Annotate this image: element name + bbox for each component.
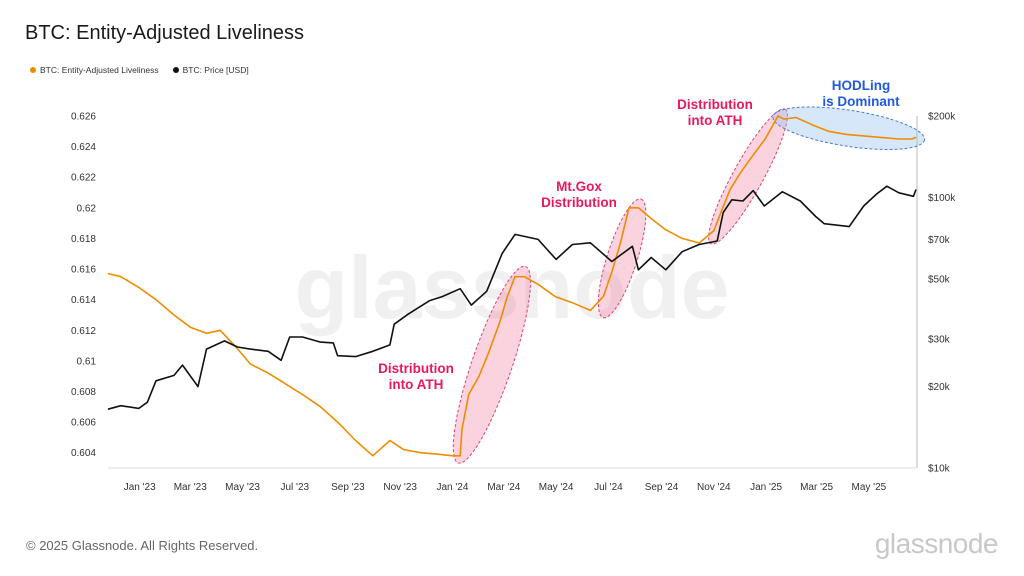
y-left-tick-label: 0.61 <box>77 356 97 367</box>
chart-title: BTC: Entity-Adjusted Liveliness <box>25 22 305 44</box>
series-line-liveliness <box>107 115 917 457</box>
y-left-tick-label: 0.608 <box>71 387 96 398</box>
y-right-tick-label: $70k <box>928 235 951 246</box>
legend-item-liveliness[interactable]: BTC: Entity-Adjusted Liveliness <box>30 65 159 75</box>
y-left-tick-label: 0.616 <box>71 265 96 276</box>
annotation-label: Distribution into ATH <box>378 361 454 392</box>
legend-dot-price <box>172 67 179 73</box>
legend-item-price[interactable]: BTC: Price [USD] <box>172 65 249 75</box>
y-left-tick-label: 0.612 <box>71 326 96 337</box>
y-left-tick-label: 0.622 <box>71 173 96 184</box>
annotation-label: HODLing is Dominant <box>822 78 900 109</box>
annotation-line: into ATH <box>688 113 743 128</box>
y-left-tick-label: 0.618 <box>71 234 96 245</box>
x-tick-label: Jan '24 <box>436 482 468 493</box>
x-tick-label: Jan '25 <box>750 482 782 493</box>
y-right-tick-label: $100k <box>928 193 956 204</box>
highlight-hodling <box>772 106 926 150</box>
annotation-label: Mt.Gox Distribution <box>541 179 617 210</box>
watermark: glassnode <box>294 238 729 337</box>
annotation-line: Distribution <box>541 195 617 210</box>
annotation-line: Distribution <box>378 361 454 376</box>
x-tick-label: Sep '23 <box>331 482 365 493</box>
x-tick-label: May '25 <box>852 482 887 493</box>
x-tick-label: Mar '24 <box>487 482 520 493</box>
series-line-price <box>107 185 917 410</box>
annotation-label: Distribution into ATH <box>677 97 753 128</box>
copyright-text: © 2025 Glassnode. All Rights Reserved. <box>26 538 259 553</box>
y-right-tick-label: $10k <box>928 464 951 475</box>
y-right-tick-label: $50k <box>928 274 951 285</box>
annotation-line: Distribution <box>677 97 753 112</box>
annotation-line: is Dominant <box>822 94 900 109</box>
annotation-line: into ATH <box>389 377 444 392</box>
x-tick-label: Mar '23 <box>174 482 207 493</box>
y-left-tick-label: 0.606 <box>71 418 96 429</box>
legend-dot-liveliness <box>30 67 36 73</box>
x-tick-label: Sep '24 <box>645 482 679 493</box>
legend-label-price: BTC: Price [USD] <box>182 65 249 75</box>
highlight-distribution-ath-2025 <box>708 108 788 245</box>
x-tick-label: Nov '24 <box>697 482 731 493</box>
x-tick-label: May '23 <box>225 482 260 493</box>
highlight-distribution-ath-2024 <box>452 265 531 464</box>
y-left-tick-label: 0.626 <box>71 112 96 123</box>
y-right-tick-label: $20k <box>928 382 951 393</box>
x-tick-label: Jul '24 <box>594 482 623 493</box>
legend-label-liveliness: BTC: Entity-Adjusted Liveliness <box>40 65 159 75</box>
y-left-tick-label: 0.604 <box>71 448 96 459</box>
x-tick-label: Nov '23 <box>383 482 417 493</box>
annotation-line: Mt.Gox <box>556 179 602 194</box>
annotation-line: HODLing <box>832 78 891 93</box>
x-tick-label: Mar '25 <box>800 482 833 493</box>
chart-legend: BTC: Entity-Adjusted Liveliness BTC: Pri… <box>30 65 249 75</box>
glassnode-logo: glassnode <box>874 528 999 559</box>
x-tick-label: Jan '23 <box>124 482 156 493</box>
x-tick-label: Jul '23 <box>280 482 309 493</box>
y-right-tick-label: $30k <box>928 334 951 345</box>
y-left-tick-label: 0.614 <box>71 295 96 306</box>
x-tick-label: May '24 <box>539 482 574 493</box>
y-right-tick-label: $200k <box>928 112 956 123</box>
y-left-tick-label: 0.62 <box>77 203 97 214</box>
y-left-tick-label: 0.624 <box>71 142 96 153</box>
